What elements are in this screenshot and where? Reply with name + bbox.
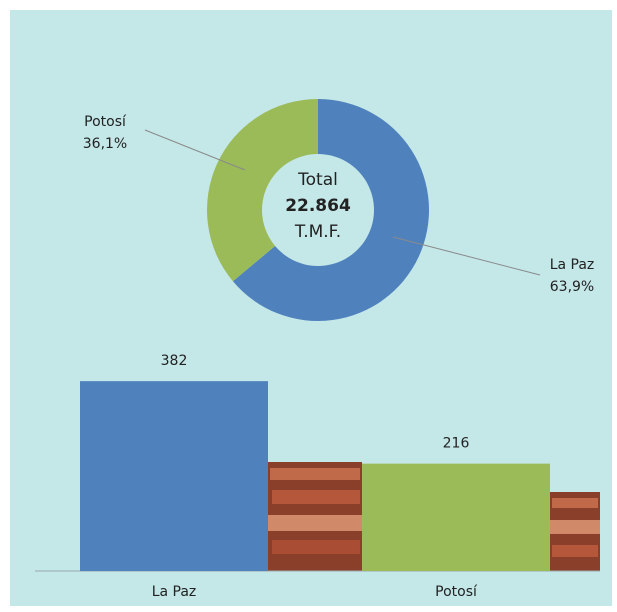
center-text: T.M.F. — [294, 222, 341, 242]
copper-photo — [268, 462, 600, 571]
donut-slice — [232, 99, 430, 321]
bar-chart: 382 La Paz 216 Potosí — [80, 353, 550, 600]
slice-value-label: 36,1% — [83, 136, 127, 152]
bar-value-label: 382 — [161, 353, 188, 369]
x-tick-label: Potosí — [435, 584, 478, 600]
donut-slice — [207, 99, 318, 282]
slice-value-label: 63,9% — [550, 279, 594, 295]
bar — [80, 381, 268, 571]
slice-label: La Paz — [550, 257, 595, 273]
center-text: Total — [297, 170, 338, 190]
slice-label: Potosí — [84, 114, 127, 130]
center-text: 22.864 — [285, 196, 351, 216]
x-tick-label: La Paz — [152, 584, 197, 600]
leader-line — [392, 236, 541, 276]
donut-chart: La Paz 63,9% Potosí 36,1% Total 22.864 T.M.F. — [83, 99, 595, 321]
bar — [362, 463, 550, 571]
bar-value-label: 216 — [443, 436, 470, 452]
leader-line — [144, 129, 246, 171]
